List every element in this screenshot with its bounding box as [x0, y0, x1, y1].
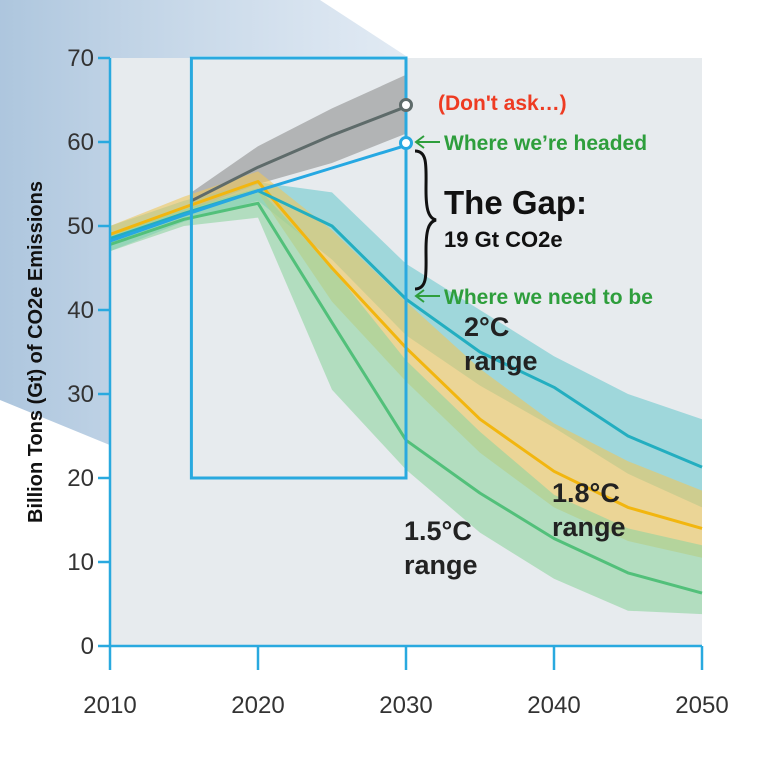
zoom-beam: [0, 0, 406, 478]
range-label-2c: 2°C: [464, 312, 509, 342]
gap-subtitle: 19 Gt CO2e: [444, 227, 563, 252]
y-tick-label: 50: [67, 213, 94, 240]
x-tick-label: 2050: [675, 692, 728, 719]
range-label-15c: 1.5°C: [404, 516, 472, 546]
x-tick-label: 2030: [379, 692, 432, 719]
line-headed: [109, 143, 407, 243]
y-tick-label: 40: [67, 297, 94, 324]
y-tick-labels: 0 10 20 30 40 50 60 70: [67, 45, 94, 660]
y-tick-label: 0: [81, 633, 94, 660]
y-tick-label: 30: [67, 381, 94, 408]
x-tick-label: 2010: [83, 692, 136, 719]
gap-brace-icon: [414, 149, 437, 291]
zoom-box: [189, 56, 408, 480]
range-label-15c-word: range: [404, 550, 478, 580]
y-tick-label: 60: [67, 129, 94, 156]
y-tick-label: 10: [67, 549, 94, 576]
marker-headed: [399, 136, 413, 150]
y-tick-label: 20: [67, 465, 94, 492]
marker-dont-ask: [399, 98, 413, 112]
axes: [98, 56, 704, 670]
range-label-18c: 1.8°C: [552, 478, 620, 508]
annotation-need: Where we need to be: [444, 286, 653, 309]
line-dont-ask: [190, 105, 407, 203]
x-tick-labels: 2010 2020 2030 2040 2050: [83, 692, 728, 719]
annotation-dont-ask: (Don't ask…): [438, 92, 567, 115]
gap-title: The Gap:: [444, 184, 587, 221]
range-label-18c-word: range: [552, 512, 626, 542]
arrow-headed-icon: [414, 135, 440, 149]
y-tick-label: 70: [67, 45, 94, 72]
y-axis-label: Billion Tons (Gt) of CO2e Emissions: [25, 181, 47, 523]
range-label-2c-word: range: [464, 346, 538, 376]
x-tick-label: 2020: [231, 692, 284, 719]
annotation-headed: Where we’re headed: [444, 132, 647, 155]
arrow-need-icon: [414, 289, 440, 303]
x-tick-label: 2040: [527, 692, 580, 719]
band-dont-ask: [191, 74, 406, 210]
